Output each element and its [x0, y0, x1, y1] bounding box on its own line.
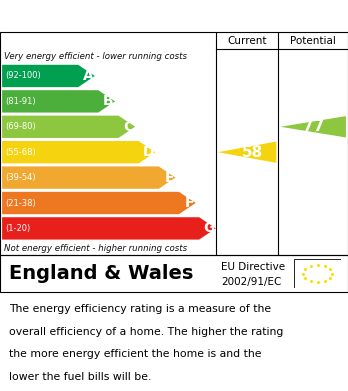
Text: England & Wales: England & Wales — [9, 264, 193, 283]
Text: Current: Current — [227, 36, 267, 46]
Text: Very energy efficient - lower running costs: Very energy efficient - lower running co… — [4, 52, 187, 61]
Text: G: G — [203, 221, 214, 235]
Text: EU Directive: EU Directive — [221, 262, 285, 272]
Text: 77: 77 — [302, 119, 324, 134]
Polygon shape — [218, 141, 276, 163]
Polygon shape — [2, 65, 95, 87]
Text: D: D — [142, 145, 154, 159]
Text: Energy Efficiency Rating: Energy Efficiency Rating — [9, 7, 238, 25]
Text: 2002/91/EC: 2002/91/EC — [221, 277, 281, 287]
Polygon shape — [2, 90, 115, 113]
Text: B: B — [103, 94, 113, 108]
Text: 58: 58 — [242, 145, 263, 160]
Text: (21-38): (21-38) — [6, 199, 36, 208]
Text: C: C — [124, 120, 134, 134]
Text: The energy efficiency rating is a measure of the: The energy efficiency rating is a measur… — [9, 304, 271, 314]
Text: lower the fuel bills will be.: lower the fuel bills will be. — [9, 372, 151, 382]
Text: Potential: Potential — [290, 36, 336, 46]
Text: F: F — [185, 196, 194, 210]
Polygon shape — [2, 192, 196, 214]
Polygon shape — [2, 141, 155, 163]
Text: (1-20): (1-20) — [6, 224, 31, 233]
Text: (81-91): (81-91) — [6, 97, 36, 106]
Text: (92-100): (92-100) — [6, 72, 41, 81]
Text: the more energy efficient the home is and the: the more energy efficient the home is an… — [9, 350, 261, 359]
Polygon shape — [2, 116, 135, 138]
Polygon shape — [2, 217, 216, 240]
Text: E: E — [165, 170, 174, 185]
Text: Not energy efficient - higher running costs: Not energy efficient - higher running co… — [4, 244, 187, 253]
Polygon shape — [2, 167, 175, 189]
Text: (55-68): (55-68) — [6, 148, 36, 157]
Text: A: A — [83, 69, 93, 83]
Text: overall efficiency of a home. The higher the rating: overall efficiency of a home. The higher… — [9, 327, 283, 337]
Text: (39-54): (39-54) — [6, 173, 36, 182]
Polygon shape — [280, 116, 346, 138]
Text: (69-80): (69-80) — [6, 122, 36, 131]
